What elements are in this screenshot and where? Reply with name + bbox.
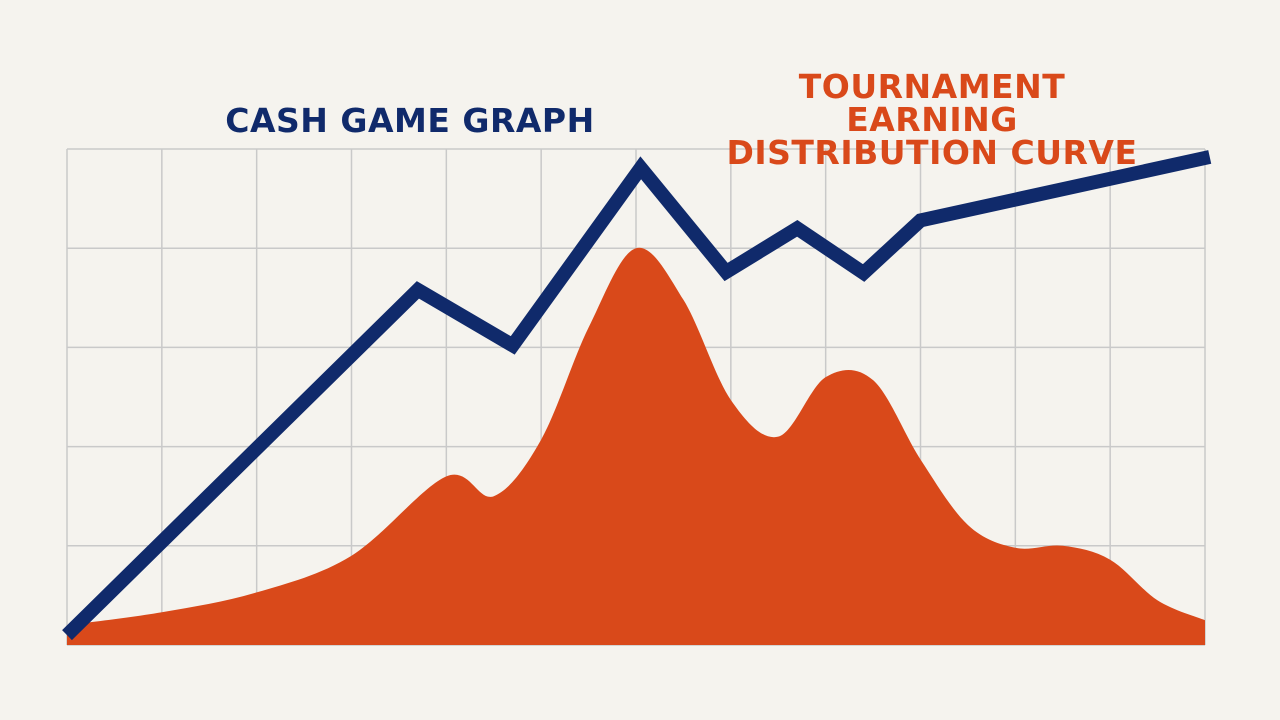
area [67,247,1205,645]
line [62,150,1212,641]
series-label: TOURNAMENT EARNING DISTRIBUTION CURVE [726,67,1138,172]
series-label: CASH GAME GRAPH [225,101,595,140]
